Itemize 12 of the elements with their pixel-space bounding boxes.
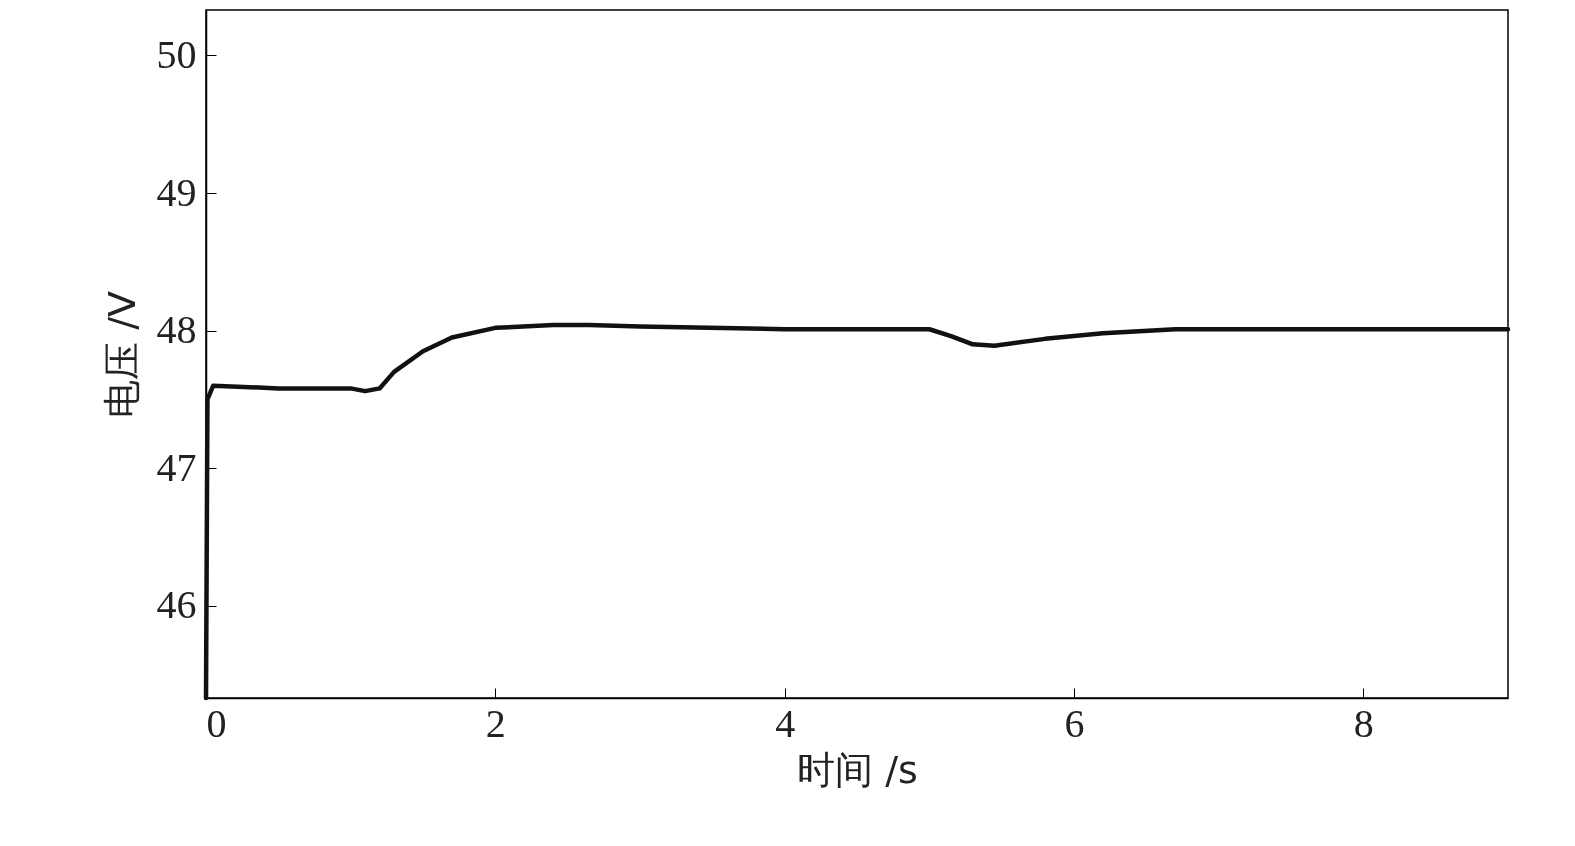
x-axis-title: 时间 /s: [797, 747, 918, 792]
y-tick-label: 48: [156, 307, 197, 353]
y-tick-label: 50: [156, 31, 197, 77]
x-tick-label: 2: [485, 700, 506, 746]
x-tick-label: 4: [775, 700, 796, 746]
y-axis-title: 电压 /V: [99, 291, 144, 418]
y-tick-label: 49: [156, 169, 197, 215]
x-tick-label: 8: [1353, 700, 1374, 746]
x-tick-label: 0: [206, 700, 227, 746]
x-tick-label: 6: [1064, 700, 1085, 746]
y-tick-label: 46: [156, 582, 197, 628]
y-tick-label: 47: [156, 444, 197, 490]
